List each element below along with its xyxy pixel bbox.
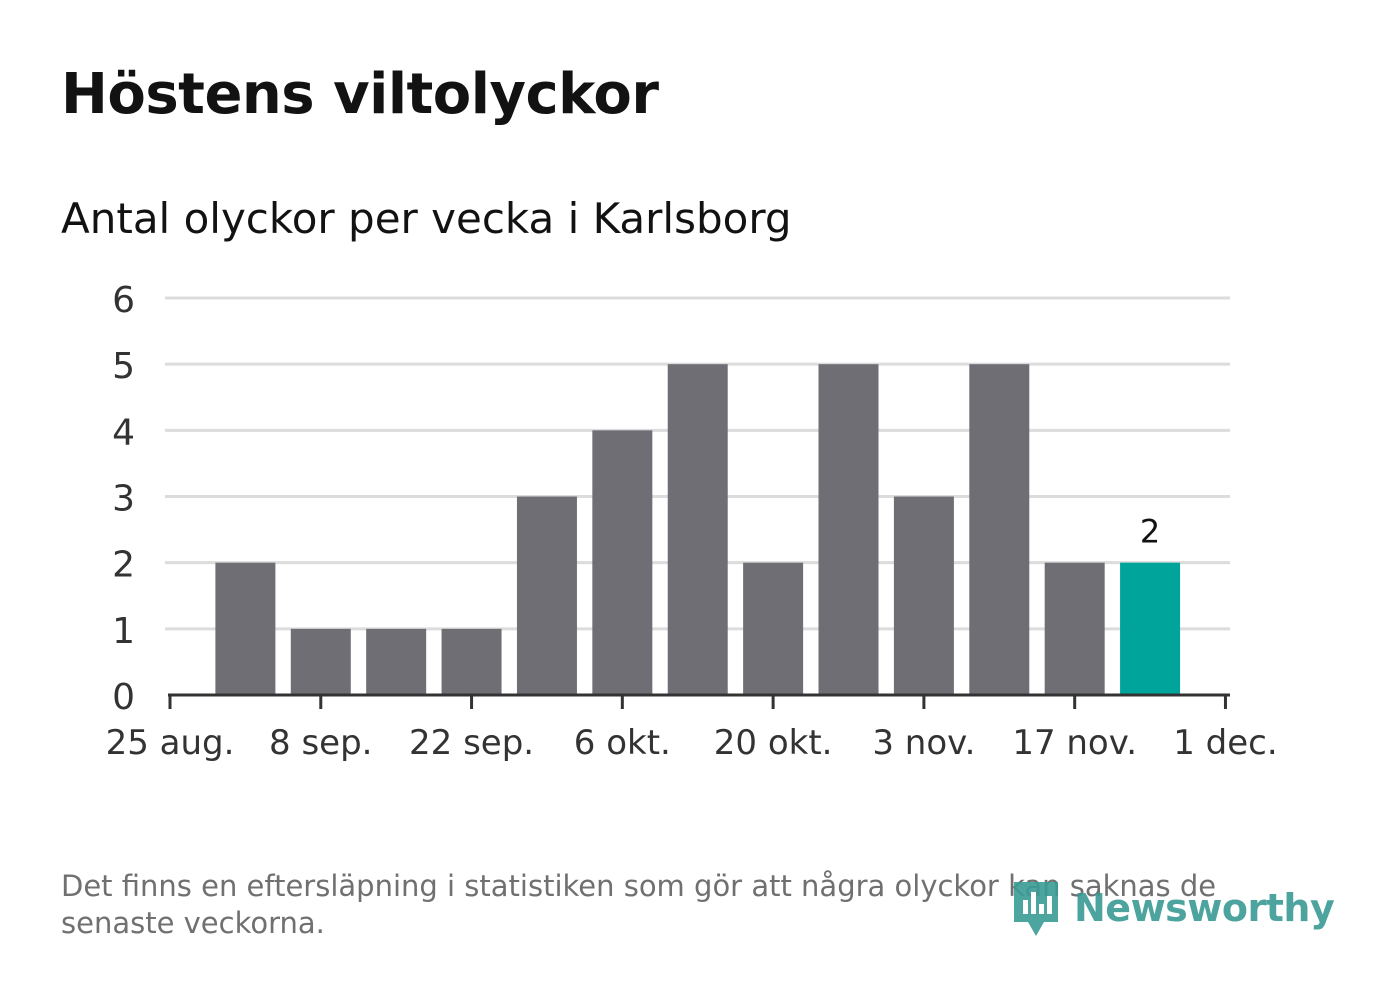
bar <box>667 364 728 695</box>
x-tick-label: 17 nov. <box>1012 723 1137 763</box>
data-label-highlight: 2 <box>1140 513 1160 551</box>
y-tick-label: 2 <box>112 545 135 586</box>
x-tick-label: 6 okt. <box>574 723 671 763</box>
bar <box>592 430 653 695</box>
bar <box>893 496 954 695</box>
bar <box>290 628 351 695</box>
chart-subtitle: Antal olyckor per vecka i Karlsborg <box>61 194 792 243</box>
brand-name: Newsworthy <box>1074 886 1335 930</box>
x-tick-label: 1 dec. <box>1173 723 1277 763</box>
bar <box>516 496 577 695</box>
bar-highlight <box>1120 562 1181 695</box>
bars <box>215 364 1181 695</box>
x-tick-label: 22 sep. <box>409 723 534 763</box>
y-tick-label: 6 <box>112 280 135 321</box>
y-tick-label: 5 <box>112 346 135 387</box>
y-tick-label: 4 <box>112 412 135 453</box>
y-tick-label: 3 <box>112 479 135 520</box>
bar <box>441 628 502 695</box>
newsworthy-logo: Newsworthy <box>1010 876 1335 940</box>
x-tick-label: 25 aug. <box>106 723 235 763</box>
x-tick-label: 3 nov. <box>872 723 975 763</box>
x-axis-ticks: 25 aug. 8 sep. 22 sep. 6 okt. 20 okt. 3 nov. 1… <box>106 695 1278 763</box>
bar <box>743 562 804 695</box>
x-tick-label: 20 okt. <box>714 723 833 763</box>
y-axis-ticks: 0 1 2 3 4 5 6 <box>112 280 135 718</box>
y-tick-label: 0 <box>112 677 135 718</box>
bar <box>215 562 276 695</box>
bar <box>366 628 427 695</box>
chart-title: Höstens viltolyckor <box>61 62 659 127</box>
data-labels: 2 <box>1140 513 1160 551</box>
bar <box>1044 562 1105 695</box>
newsworthy-logo-icon <box>1014 882 1058 936</box>
bar <box>969 364 1030 695</box>
y-tick-label: 1 <box>112 611 135 652</box>
x-tick-label: 8 sep. <box>269 723 372 763</box>
bar <box>818 364 879 695</box>
